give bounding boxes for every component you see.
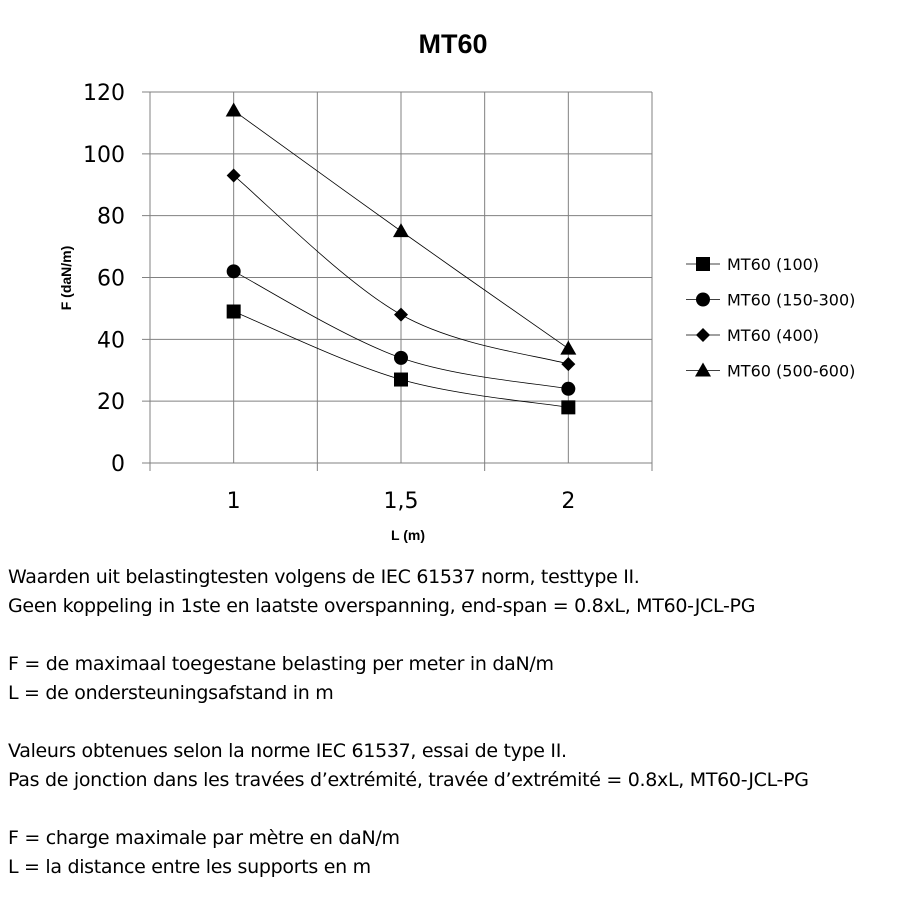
note-line xyxy=(8,795,809,824)
legend-marker-triangle xyxy=(695,362,711,377)
legend-label: MT60 (500-600) xyxy=(727,362,855,381)
x-tick-label: 2 xyxy=(561,489,575,514)
axis-ticks: 0 20 40 60 80 100 120 1 1,5 2 xyxy=(83,81,575,514)
data-point-diamond xyxy=(394,307,408,322)
data-point-diamond xyxy=(561,357,576,372)
note-line xyxy=(8,708,809,737)
legend-marker-circle xyxy=(696,292,710,307)
y-tick-label: 60 xyxy=(97,267,125,292)
data-point-triangle xyxy=(393,223,409,238)
note-line: L = de ondersteuningsafstand in m xyxy=(8,682,334,704)
data-point-circle xyxy=(561,381,576,396)
y-tick-label: 0 xyxy=(111,452,125,477)
note-line: L = la distance entre les supports en m xyxy=(8,856,371,878)
y-tick-label: 120 xyxy=(83,81,125,106)
data-point-circle xyxy=(226,264,241,279)
note-line: Valeurs obtenues selon la norme IEC 6153… xyxy=(8,740,567,762)
legend-marker-square xyxy=(696,257,710,271)
x-axis-label: L (m) xyxy=(391,527,425,543)
data-point-square xyxy=(561,400,576,415)
grid xyxy=(142,91,653,471)
note-line xyxy=(8,621,809,650)
note-line: F = charge maximale par mètre en daN/m xyxy=(8,827,400,849)
note-line: Waarden uit belastingtesten volgens de I… xyxy=(8,566,640,588)
series-group xyxy=(225,102,577,415)
data-point-triangle xyxy=(560,340,577,355)
legend: MT60 (100) MT60 (150-300) MT60 (400) MT60 (… xyxy=(686,255,855,381)
y-tick-label: 100 xyxy=(83,143,125,168)
y-tick-label: 40 xyxy=(97,328,125,353)
notes: Waarden uit belastingtesten volgens de I… xyxy=(8,563,809,882)
note-line: F = de maximaal toegestane belasting per… xyxy=(8,653,554,675)
x-tick-label: 1,5 xyxy=(384,489,419,514)
legend-marker-diamond xyxy=(696,328,710,342)
legend-label: MT60 (100) xyxy=(727,255,819,274)
x-tick-label: 1 xyxy=(227,489,241,514)
data-point-triangle xyxy=(225,102,242,117)
data-point-diamond xyxy=(226,168,241,183)
y-tick-label: 80 xyxy=(97,205,125,230)
note-line: Pas de jonction dans les travées d’extré… xyxy=(8,769,809,791)
data-point-square xyxy=(394,372,408,387)
legend-label: MT60 (400) xyxy=(727,326,819,345)
data-point-square xyxy=(226,304,241,319)
y-axis-label: F (daN/m) xyxy=(58,246,74,311)
data-point-circle xyxy=(394,350,408,365)
y-tick-label: 20 xyxy=(97,390,125,415)
chart-title: MT60 xyxy=(418,29,487,59)
note-line: Geen koppeling in 1ste en laatste oversp… xyxy=(8,595,756,617)
legend-label: MT60 (150-300) xyxy=(727,291,855,310)
